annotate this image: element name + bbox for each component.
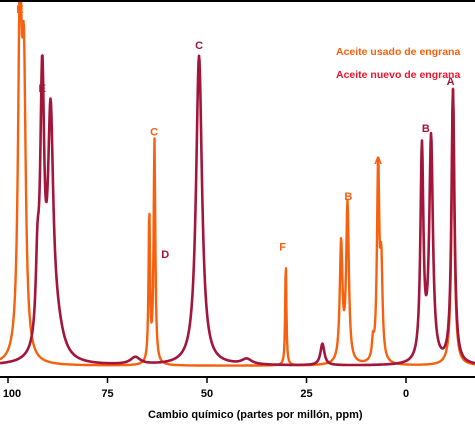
legend-entry-used-oil: Aceite usado de engrana [336,46,460,58]
x-tick-label: 0 [403,388,409,400]
x-tick-label: 50 [201,388,213,400]
peak-label-f: F [279,242,286,254]
peak-label-d: D [161,249,169,261]
peak-label-a: A [374,155,382,167]
peak-label-a: A [447,76,455,88]
peak-label-c: C [150,126,158,138]
x-axis-label: Cambio químico (partes por millón, ppm) [148,409,363,421]
series-layer [0,0,475,367]
peak-label-b: B [422,123,430,135]
peak-label-c: C [195,40,203,52]
legend-entry-new-oil: Aceite nuevo de engrana [336,69,460,81]
series-line-new-oil [0,54,475,367]
x-tick-label: 100 [3,388,21,400]
peak-label-e: E [39,83,46,95]
x-tick-layer: 100 75 50 25 0 [3,377,409,400]
peak-label-e: E [16,4,23,16]
x-tick-label: 25 [300,388,312,400]
peak-label-b: B [344,191,352,203]
x-tick-label: 75 [101,388,113,400]
legend: Aceite usado de engrana Aceite nuevo de … [336,46,460,81]
peak-annotation-layer: E E C D C F B A B A [16,4,454,261]
